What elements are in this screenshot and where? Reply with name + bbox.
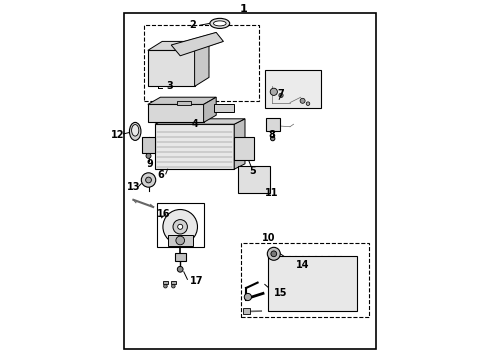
Bar	[243, 308, 250, 314]
Bar	[168, 235, 193, 246]
Ellipse shape	[210, 18, 230, 28]
Bar	[242, 243, 369, 317]
Circle shape	[146, 177, 151, 183]
Text: 15: 15	[274, 288, 288, 298]
Polygon shape	[148, 97, 216, 104]
Polygon shape	[148, 104, 204, 122]
Bar	[143, 137, 155, 153]
Circle shape	[271, 251, 277, 257]
Text: 14: 14	[296, 260, 309, 270]
Circle shape	[146, 153, 151, 158]
Circle shape	[176, 236, 185, 245]
Bar	[124, 13, 376, 349]
Ellipse shape	[129, 122, 141, 140]
Polygon shape	[171, 32, 223, 56]
Bar	[175, 253, 186, 261]
Circle shape	[178, 224, 183, 229]
Circle shape	[164, 284, 167, 288]
Bar	[234, 137, 254, 160]
Polygon shape	[204, 97, 216, 122]
Circle shape	[245, 293, 251, 301]
Bar	[266, 118, 280, 131]
Ellipse shape	[132, 125, 139, 136]
Text: 11: 11	[265, 188, 279, 198]
Bar	[144, 25, 259, 101]
Circle shape	[163, 210, 197, 244]
Polygon shape	[148, 41, 209, 50]
Text: 1: 1	[239, 4, 247, 14]
Polygon shape	[234, 119, 245, 169]
Bar	[238, 166, 270, 193]
Polygon shape	[155, 119, 245, 124]
Bar	[171, 281, 176, 284]
Text: 16: 16	[157, 209, 171, 219]
Text: 10: 10	[262, 233, 275, 243]
Bar	[155, 124, 234, 169]
Circle shape	[245, 138, 251, 143]
Bar	[157, 203, 204, 247]
Bar	[215, 104, 234, 112]
Text: 17: 17	[190, 276, 203, 286]
Polygon shape	[195, 41, 209, 86]
Circle shape	[141, 173, 156, 187]
Text: 6: 6	[157, 170, 164, 180]
Ellipse shape	[214, 21, 226, 26]
Bar	[176, 101, 191, 105]
Circle shape	[279, 93, 283, 98]
Text: 7: 7	[278, 89, 284, 99]
Text: 5: 5	[249, 166, 256, 176]
Circle shape	[306, 102, 310, 105]
Circle shape	[300, 98, 305, 103]
Circle shape	[268, 247, 280, 260]
Text: 12: 12	[110, 130, 124, 140]
Text: 9: 9	[146, 159, 153, 169]
Text: 8: 8	[269, 130, 275, 140]
Circle shape	[172, 284, 175, 288]
Circle shape	[177, 266, 183, 272]
Bar	[148, 50, 195, 86]
Bar	[265, 70, 320, 108]
Circle shape	[270, 136, 275, 141]
Text: 4: 4	[191, 119, 198, 129]
Circle shape	[173, 220, 187, 234]
Text: 3: 3	[166, 81, 173, 91]
Bar	[163, 281, 168, 284]
Text: 2: 2	[190, 20, 196, 30]
Bar	[269, 256, 357, 311]
Circle shape	[270, 88, 277, 95]
Text: 13: 13	[126, 182, 140, 192]
